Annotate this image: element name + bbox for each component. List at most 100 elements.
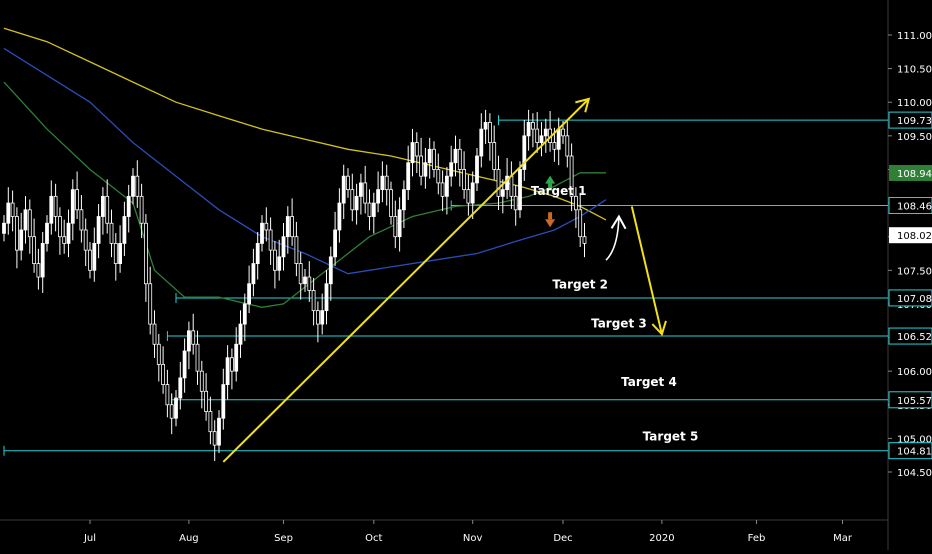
candle-body bbox=[186, 330, 191, 352]
candle-body bbox=[79, 209, 84, 231]
candle-body bbox=[204, 390, 209, 412]
candle-body bbox=[169, 404, 174, 419]
candlestick-layer bbox=[2, 109, 587, 462]
candle-body bbox=[561, 128, 565, 137]
candle-body bbox=[457, 148, 462, 170]
candle-body bbox=[109, 222, 114, 244]
candle-body bbox=[500, 189, 505, 197]
trendline-arrow-head bbox=[575, 97, 591, 113]
moving-average-line-1 bbox=[3, 27, 607, 221]
candle-body bbox=[53, 195, 58, 217]
candle-body bbox=[19, 229, 24, 251]
candle-body bbox=[135, 175, 140, 197]
target-annotation: Target 2 bbox=[552, 277, 608, 291]
current-price-badge bbox=[889, 227, 932, 244]
x-tick-label: 2020 bbox=[649, 533, 674, 544]
candle-body bbox=[337, 202, 342, 231]
up-arrow-stem bbox=[548, 183, 553, 191]
y-tick-label: 106.000 bbox=[897, 367, 932, 378]
candle-body bbox=[320, 310, 325, 325]
candle-body bbox=[432, 148, 436, 170]
candle-body bbox=[518, 169, 522, 211]
candle-body bbox=[410, 142, 415, 164]
time-axis[interactable]: Jul Aug Sep Oct Nov Dec 2020 Feb Mar bbox=[83, 520, 853, 544]
candle-body bbox=[535, 128, 540, 143]
price-axis[interactable]: 104.500105.000105.500106.000106.500107.0… bbox=[888, 31, 932, 479]
candle-body bbox=[479, 128, 484, 157]
candle-body bbox=[66, 222, 71, 244]
candle-body bbox=[83, 229, 88, 251]
level-price-badge bbox=[888, 327, 932, 345]
candle-body bbox=[509, 175, 514, 197]
candle-body bbox=[6, 202, 11, 224]
grid-layer bbox=[0, 0, 889, 550]
candle-body bbox=[174, 397, 178, 419]
down-arrow-stem bbox=[548, 212, 553, 220]
candle-body bbox=[234, 343, 239, 372]
candle-body bbox=[328, 256, 333, 285]
candle-body bbox=[466, 189, 471, 204]
annotation-layer: Target 1 Target 2 Target 3 Target 4 Target 5 bbox=[531, 184, 698, 443]
candle-body bbox=[143, 222, 148, 285]
candle-body bbox=[40, 243, 45, 278]
current-price-label: 108.022 bbox=[897, 231, 932, 242]
x-tick-label: Nov bbox=[463, 533, 483, 544]
candle-body bbox=[324, 283, 329, 312]
candle-body bbox=[290, 216, 295, 238]
candle-body bbox=[307, 276, 312, 291]
candle-body bbox=[350, 189, 355, 211]
candle-body bbox=[311, 290, 316, 312]
candle-body bbox=[182, 350, 187, 379]
candle-body bbox=[268, 229, 273, 251]
y-tick-label: 105.000 bbox=[897, 434, 932, 445]
candle-body bbox=[36, 263, 41, 278]
y-tick-label: 111.000 bbox=[897, 31, 932, 42]
current-price-badge bbox=[889, 164, 932, 181]
candle-body bbox=[462, 169, 467, 191]
candle-body bbox=[423, 162, 428, 177]
candle-body bbox=[487, 122, 492, 143]
candle-body bbox=[354, 195, 359, 211]
candle-body bbox=[371, 202, 376, 217]
candle-body bbox=[118, 243, 122, 264]
candle-body bbox=[380, 175, 385, 191]
candle-body bbox=[105, 195, 110, 224]
candle-body bbox=[346, 175, 350, 191]
candle-body bbox=[45, 222, 49, 244]
candle-body bbox=[565, 135, 570, 157]
candle-body bbox=[384, 175, 389, 191]
up-arrow-icon bbox=[545, 175, 556, 184]
candle-body bbox=[96, 216, 101, 244]
candle-body bbox=[569, 155, 574, 197]
candle-body bbox=[483, 122, 488, 130]
candle-body bbox=[543, 128, 548, 137]
candle-body bbox=[62, 236, 67, 244]
candle-body bbox=[492, 142, 497, 170]
candle-body bbox=[363, 182, 368, 204]
candle-body bbox=[23, 209, 28, 231]
x-tick-label: Feb bbox=[748, 533, 766, 544]
level-price-badge bbox=[888, 391, 932, 409]
candle-body bbox=[247, 283, 252, 305]
moving-average-line-2 bbox=[3, 47, 607, 275]
candle-body bbox=[315, 310, 320, 325]
support-resistance-layer bbox=[3, 115, 888, 456]
candle-body bbox=[389, 189, 393, 217]
candle-body bbox=[225, 357, 230, 386]
candle-body bbox=[178, 377, 183, 399]
candle-body bbox=[470, 182, 475, 204]
x-tick-label: Sep bbox=[274, 533, 293, 544]
candle-body bbox=[294, 236, 299, 264]
current-price-label: 108.948 bbox=[897, 169, 932, 180]
candle-body bbox=[161, 364, 166, 385]
candle-body bbox=[578, 209, 583, 238]
candle-body bbox=[397, 209, 402, 238]
candle-body bbox=[277, 256, 282, 271]
candle-body bbox=[126, 195, 131, 217]
candle-body bbox=[58, 216, 62, 238]
candle-body bbox=[217, 417, 221, 446]
candle-body bbox=[10, 202, 15, 217]
level-price-label: 107.089 bbox=[897, 294, 932, 305]
